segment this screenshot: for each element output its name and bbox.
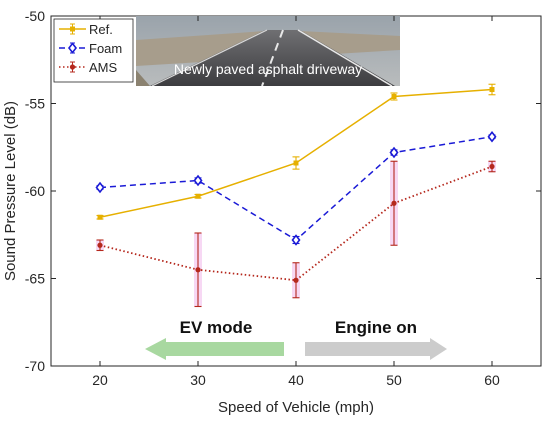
data-point-foam [95,181,105,194]
legend-item-foam: Foam [59,41,122,56]
legend-marker [70,26,75,32]
legend-item-ref: Ref. [59,22,113,37]
data-point-ams [293,277,299,283]
data-point-foam [389,146,399,159]
legend-item-ams: AMS [59,60,118,75]
series-ams [96,160,496,308]
data-point-ref [195,193,201,199]
series-ref [96,83,496,220]
data-point-ams [195,267,201,273]
data-point-ref [489,87,495,92]
ev-mode-label: EV mode [180,318,253,337]
engine-on-arrow [305,338,447,360]
legend-label: AMS [89,60,118,75]
y-axis-label: Sound Pressure Level (dB) [2,101,19,281]
road-photo-inset [136,16,400,86]
data-point-ref [391,94,397,99]
photo-caption: Newly paved asphalt driveway [174,61,362,77]
x-tick-label: 40 [288,372,304,388]
data-point-ams [97,242,103,248]
series-foam [95,130,497,246]
y-tick-label: -65 [25,271,45,287]
x-tick-label: 50 [386,372,402,388]
x-axis-label: Speed of Vehicle (mph) [218,399,374,416]
data-point-ref [293,160,299,166]
legend-marker [69,64,76,70]
engine-on-label: Engine on [335,318,417,337]
ev-mode-arrow [145,338,284,360]
data-point-foam [487,130,497,143]
data-point-ams [489,163,495,170]
x-axis: 20 30 40 50 60 [92,16,500,388]
y-tick-label: -50 [25,8,45,24]
legend: Ref. Foam AMS [53,18,134,83]
x-tick-label: 30 [190,372,206,388]
x-tick-label: 20 [92,372,108,388]
legend-marker [67,42,78,54]
y-tick-label: -55 [25,96,45,112]
y-axis: -70 -65 -60 -55 -50 [25,8,541,374]
y-tick-label: -60 [25,183,45,199]
series-layer [95,83,497,308]
x-tick-label: 60 [484,372,500,388]
data-point-ams [391,200,397,206]
data-point-ref [97,214,103,220]
data-point-foam [291,234,301,246]
legend-label: Ref. [89,22,113,37]
legend-label: Foam [89,41,122,56]
data-point-foam [193,174,203,187]
y-tick-label: -70 [25,358,45,374]
